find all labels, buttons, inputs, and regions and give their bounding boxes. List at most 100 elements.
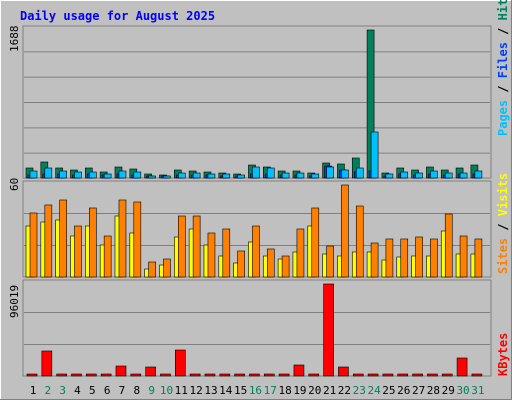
sites-bar — [148, 261, 156, 278]
pages-bar — [266, 167, 275, 179]
bottom-max-label: 96019 — [8, 285, 21, 318]
sites-bar — [163, 258, 171, 278]
kbytes-bar — [412, 373, 423, 377]
legend-hits: Hits — [496, 0, 510, 20]
sites-bar — [118, 199, 127, 278]
pages-bar — [341, 169, 349, 179]
day-label: 6 — [104, 384, 111, 397]
pages-bar — [370, 131, 379, 179]
kbytes-bar — [338, 366, 349, 377]
pages-bar — [178, 172, 186, 179]
kbytes-bar — [352, 373, 364, 377]
kbytes-bar — [71, 373, 82, 377]
kbytes-bar — [26, 373, 38, 377]
kbytes-bar — [397, 373, 409, 377]
sites-bar — [474, 238, 483, 278]
middle-legend: Sites / Visits — [496, 173, 510, 274]
sites-bar — [222, 228, 231, 278]
sites-bar — [252, 225, 260, 278]
top-max-label: 1688 — [8, 26, 21, 53]
pages-bar — [415, 172, 423, 179]
day-label: 7 — [119, 384, 126, 397]
day-label: 8 — [133, 384, 140, 397]
kbytes-bar — [441, 373, 453, 377]
kbytes-bar — [456, 357, 468, 377]
pages-bar — [385, 173, 394, 179]
pages-bar — [59, 170, 67, 179]
day-label: 14 — [219, 384, 233, 397]
legend-kbytes: KBytes — [496, 333, 510, 376]
middle-max-label: 60 — [8, 178, 21, 191]
kbytes-bar — [263, 373, 275, 377]
day-label: 22 — [338, 384, 351, 397]
day-label: 3 — [59, 384, 66, 397]
sites-bar — [444, 213, 453, 278]
pages-bar — [163, 175, 171, 179]
pages-bar — [44, 167, 53, 179]
day-label: 21 — [323, 384, 336, 397]
legend-files: Files — [496, 42, 510, 78]
day-label: 5 — [89, 384, 96, 397]
pages-bar — [118, 170, 127, 179]
pages-bar — [103, 173, 112, 179]
sites-bar — [400, 238, 409, 278]
day-label: 25 — [382, 384, 395, 397]
sites-bar — [415, 236, 423, 278]
day-label: 31 — [471, 384, 484, 397]
pages-bar — [430, 170, 438, 179]
pages-bar — [326, 166, 334, 179]
pages-bar — [74, 171, 82, 179]
day-label: 27 — [412, 384, 425, 397]
pages-bar — [311, 173, 320, 179]
day-label: 29 — [442, 384, 455, 397]
sites-bar — [370, 242, 379, 278]
kbytes-bar — [249, 373, 260, 377]
sites-bar — [430, 238, 438, 278]
kbytes-bar — [293, 364, 305, 377]
sites-bar — [355, 205, 364, 278]
day-label: 23 — [353, 384, 366, 397]
legend-sep-1: / — [496, 78, 510, 100]
sites-bar — [74, 225, 82, 278]
pages-bar — [400, 171, 409, 179]
kbytes-bar — [130, 373, 142, 377]
sites-bar — [44, 204, 53, 278]
top-legend: Pages / Files / Hits — [496, 0, 510, 136]
sites-bar — [237, 250, 245, 278]
day-label: 28 — [427, 384, 440, 397]
legend-visits: Visits — [496, 173, 510, 216]
pages-bar — [237, 174, 245, 179]
pages-bar — [252, 166, 260, 179]
pages-bar — [459, 172, 468, 179]
kbytes-bar — [204, 373, 216, 377]
bars — [25, 29, 483, 377]
pages-bar — [29, 170, 38, 179]
sites-bar — [207, 232, 216, 278]
kbytes-bar — [471, 373, 483, 377]
kbytes-bar — [219, 373, 231, 377]
kbytes-bar — [234, 373, 245, 377]
sites-bar — [326, 245, 334, 278]
sites-bar — [459, 235, 468, 278]
sites-bar — [296, 228, 305, 278]
sites-bar — [59, 199, 67, 278]
kbytes-bar — [427, 373, 438, 377]
kbytes-bar — [367, 373, 379, 377]
sites-bar — [341, 184, 349, 278]
sites-bar — [29, 212, 38, 278]
day-label: 4 — [74, 384, 81, 397]
day-label: 16 — [249, 384, 262, 397]
day-label: 9 — [148, 384, 155, 397]
pages-bar — [474, 170, 483, 179]
day-label: 19 — [293, 384, 306, 397]
day-labels: 1 2 3 4 5 6 7 8 9 10 11 12 13 14 15 16 17 18 19 20 21 22 23 24 2… — [30, 384, 485, 397]
kbytes-bar — [382, 373, 394, 377]
day-label: 13 — [204, 384, 217, 397]
sites-bar — [281, 255, 290, 278]
pages-bar — [148, 175, 156, 179]
grid-lines — [24, 51, 490, 345]
legend-sites: Sites — [496, 238, 510, 274]
pages-bar — [207, 173, 216, 179]
sites-bar — [103, 235, 112, 278]
kbytes-bar — [160, 373, 171, 377]
